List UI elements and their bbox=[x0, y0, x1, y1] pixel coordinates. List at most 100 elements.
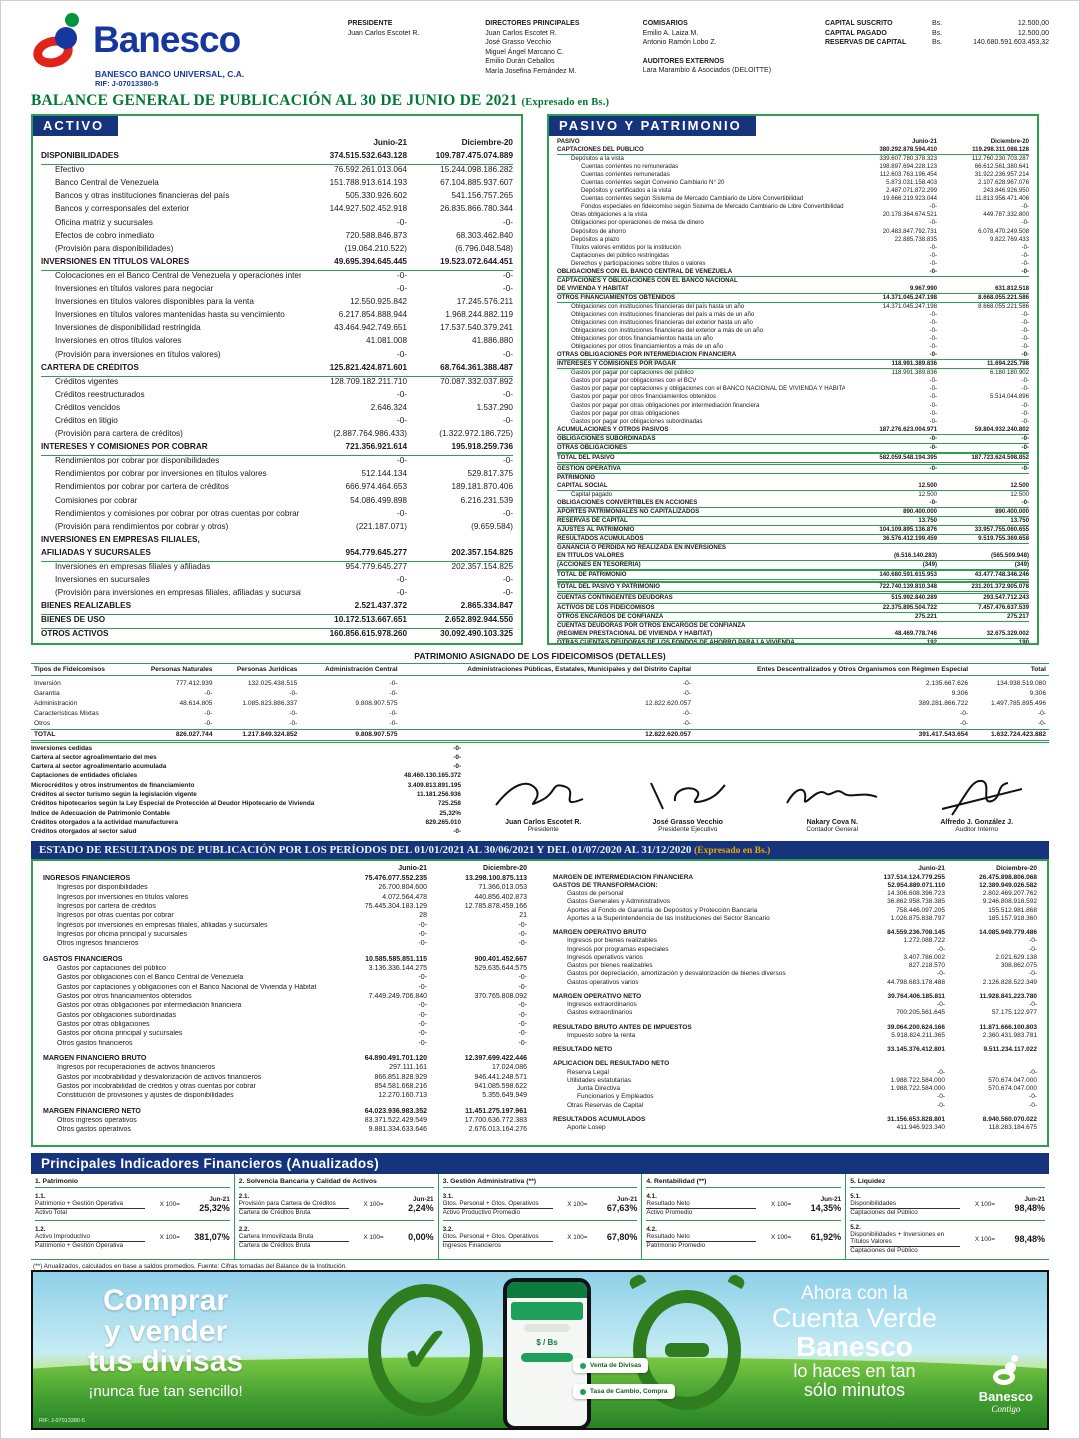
row-label: Funcionarios y Empleados bbox=[577, 1093, 654, 1101]
table-row: Cuentas corrientes remuneradas 112.603.76… bbox=[557, 171, 1029, 179]
row-value-prior: 6.180.180.902 bbox=[990, 369, 1029, 377]
table-row: Comisiones por cobrar 54.086.499.898 6.216… bbox=[41, 496, 513, 509]
row-value-current: -0- bbox=[418, 1039, 427, 1047]
row-label: Créditos hipotecarios según la Ley Espec… bbox=[31, 800, 315, 808]
signature-block: Alfredo J. González J. Auditor Interno bbox=[907, 775, 1047, 833]
row-label: (Provisión para cartera de créditos) bbox=[55, 429, 183, 439]
ratio-denominator: Activo Promedio bbox=[646, 1208, 693, 1216]
row-label: Gastos extraordinarios bbox=[567, 1009, 633, 1017]
row-label: TOTAL DEL PASIVO Y PATRIMONIO bbox=[557, 583, 660, 591]
bank-name: BANESCO BANCO UNIVERSAL, C.A. bbox=[95, 69, 245, 79]
table-row: Junio-21 Diciembre-20 bbox=[41, 138, 513, 151]
row-value: 1.497.785.895.496 bbox=[990, 700, 1046, 707]
row-value-prior: -0- bbox=[518, 1011, 527, 1019]
row-value-prior: 529.817.375 bbox=[467, 469, 513, 479]
row-label: TOTAL DE PATRIMONIO bbox=[557, 571, 627, 579]
table-row: Ingresos por bienes realizables 1.272.088… bbox=[553, 937, 1037, 945]
row-value: -0- bbox=[1037, 710, 1046, 717]
bank-logo-block: Banesco BANESCO BANCO UNIVERSAL, C.A. RI… bbox=[29, 13, 330, 88]
row-value: 9.808.907.575 bbox=[355, 700, 398, 707]
table-row: Gastos operativos varios 44.798.683.178.4… bbox=[553, 979, 1037, 987]
table-row: Rendimientos por cobrar por disponibilid… bbox=[41, 456, 513, 469]
row-label: Obligaciones por otros financiamientos h… bbox=[571, 335, 713, 343]
table-row: Aporte Losep 411.946.923.340 118.283.184.6… bbox=[553, 1124, 1037, 1132]
row-value-prior: -0- bbox=[518, 1020, 527, 1028]
table-row: Gastos por depreciación, amortización y … bbox=[553, 970, 1037, 978]
row-value-prior: -0- bbox=[502, 415, 513, 425]
row-value-current: -0- bbox=[929, 499, 937, 507]
presidente-column: PRESIDENTE Juan Carlos Escotet R. bbox=[348, 15, 468, 88]
table-row: Administración 48.614.805 1.085.823.886.33… bbox=[31, 699, 1049, 709]
indicator-value: 98,48% bbox=[1014, 1234, 1045, 1245]
row-label: Otros gastos financieros bbox=[57, 1039, 133, 1047]
indicator-cell: 5.2. Disponibilidades + Inversiones en Tí… bbox=[850, 1220, 1045, 1257]
row-value-prior: -0- bbox=[502, 588, 513, 598]
indicator-value: 67,63% bbox=[606, 1202, 638, 1213]
row-value-current: 14.371.045.247.198 bbox=[882, 293, 937, 301]
table-row: Inversiones en empresas filiales y afili… bbox=[41, 562, 513, 575]
row-label: Inversiones de disponibilidad restringid… bbox=[55, 323, 201, 333]
table-row: OTROS ENCARGOS DE CONFIANZA 275.221 275.21… bbox=[557, 613, 1029, 622]
row-label: Gastos por oficina principal y sucursale… bbox=[57, 1030, 183, 1038]
ratio-denominator: Patrimonio Promedio bbox=[646, 1241, 706, 1249]
ad-banner[interactable]: Comprar y vender tus divisas ¡nunca fue … bbox=[31, 1270, 1049, 1430]
row-value-prior: 541.156.757.265 bbox=[451, 191, 513, 201]
row-label: RESULTADO BRUTO ANTES DE IMPUESTOS bbox=[553, 1023, 692, 1031]
table-row: Otros ingresos operativos 83.371.522.429.… bbox=[43, 1117, 527, 1126]
row-label: Aportes a la Superintendencia de las Ins… bbox=[567, 914, 770, 922]
row-label: Rendimientos por cobrar por inversiones … bbox=[55, 469, 267, 479]
row-value-current: 49.695.394.645.445 bbox=[334, 256, 407, 266]
row-value-prior: -0- bbox=[518, 921, 527, 929]
row-label: OTROS ACTIVOS bbox=[41, 629, 109, 639]
signature-block: Nakary Cova N. Contador General bbox=[762, 775, 902, 833]
document-title-text: BALANCE GENERAL DE PUBLICACIÓN AL 30 DE … bbox=[31, 92, 518, 109]
table-row: Obligaciones con instituciones financier… bbox=[557, 311, 1029, 319]
ratio-denominator: Ingresos Financieros bbox=[442, 1241, 502, 1249]
row-value-prior: 11.871.666.100.803 bbox=[979, 1023, 1037, 1031]
ad-left-copy: Comprar y vender tus divisas ¡nunca fue … bbox=[88, 1284, 243, 1399]
table-row: Características Mixtas -0- -0- -0- -0- -0- -0- bbox=[31, 709, 1049, 719]
row-value-current: 411.946.923.340 bbox=[896, 1124, 945, 1132]
row-label: OTRAS OBLIGACIONES POR INTERMEDIACIÓN FI… bbox=[557, 351, 737, 359]
table-row: Gastos por otras obligaciones por interm… bbox=[43, 1002, 527, 1011]
row-value-current: -0- bbox=[396, 217, 407, 227]
table-row: Gastos por pagar por otras obligaciones … bbox=[557, 402, 1029, 410]
row-label: Ingresos por bienes realizables bbox=[567, 937, 657, 945]
row-label: Ingresos por inversiones en empresas fil… bbox=[57, 921, 268, 929]
table-row: Aportes al Fondo de Garantía de Depósito… bbox=[553, 907, 1037, 915]
indicator-cell: 4.2. Resultado Neto Patrimonio Promedio X 1… bbox=[646, 1220, 842, 1253]
row-value-current: -0- bbox=[396, 415, 407, 425]
app-chip-tasa[interactable]: Tasa de Cambio, Compra bbox=[573, 1384, 675, 1399]
table-row: Obligaciones por otros financiamientos h… bbox=[557, 335, 1029, 343]
row-value-prior: 19.523.072.644.451 bbox=[440, 256, 513, 266]
row-value-current: 11.181.256.936 bbox=[416, 790, 461, 798]
row-value-prior: 6.216.231.539 bbox=[460, 495, 513, 505]
row-value-current: 890.400.000 bbox=[903, 508, 937, 516]
row-value-current: 866.851.828.929 bbox=[374, 1073, 427, 1081]
ad-line: Comprar bbox=[103, 1284, 229, 1317]
row-value: -0- bbox=[204, 720, 213, 727]
app-button[interactable] bbox=[521, 1353, 573, 1362]
ad-right-copy: Ahora con la Cuenta Verde Banesco lo hac… bbox=[772, 1284, 937, 1399]
table-row: Gastos por pagar por captaciones y oblig… bbox=[557, 385, 1029, 393]
chip-label: Tasa de Cambio, Compra bbox=[590, 1388, 668, 1395]
row-label: Aporte Losep bbox=[567, 1124, 606, 1132]
row-value-current: 10.585.585.851.115 bbox=[365, 955, 427, 963]
row-value-current: (19.064.210.522) bbox=[344, 243, 407, 253]
app-chip-venta[interactable]: Venta de Divisas bbox=[573, 1358, 649, 1373]
row-value-current: 151.788.913.614.193 bbox=[329, 178, 407, 188]
row-label: Fondos especiales en fideicomiso según S… bbox=[581, 203, 844, 211]
row-value-prior: 21 bbox=[519, 912, 527, 920]
table-row: Ingresos por inversiones en títulos valo… bbox=[43, 894, 527, 903]
indicators-footnote: (**) Anualizados, calculados en base a s… bbox=[31, 1259, 1049, 1272]
table-row: MARGEN OPERATIVO BRUTO 84.559.236.708.145… bbox=[553, 929, 1037, 937]
row-value-current: -0- bbox=[929, 464, 937, 472]
table-row: (Provisión para cartera de créditos) (2.8… bbox=[41, 429, 513, 442]
row-value: -0- bbox=[204, 710, 213, 717]
row-value-prior: 1.537.290 bbox=[476, 402, 513, 412]
row-label: Gastos por otros financiamientos obtenid… bbox=[57, 992, 192, 1000]
row-label: RESERVAS DE CAPITAL bbox=[557, 517, 628, 525]
table-row: Aportes a la Superintendencia de las Ins… bbox=[553, 915, 1037, 923]
table-row: AFILIADAS Y SUCURSALES 954.779.645.277 202… bbox=[41, 548, 513, 562]
row-value-current: 6.217.854.888.944 bbox=[338, 310, 407, 320]
